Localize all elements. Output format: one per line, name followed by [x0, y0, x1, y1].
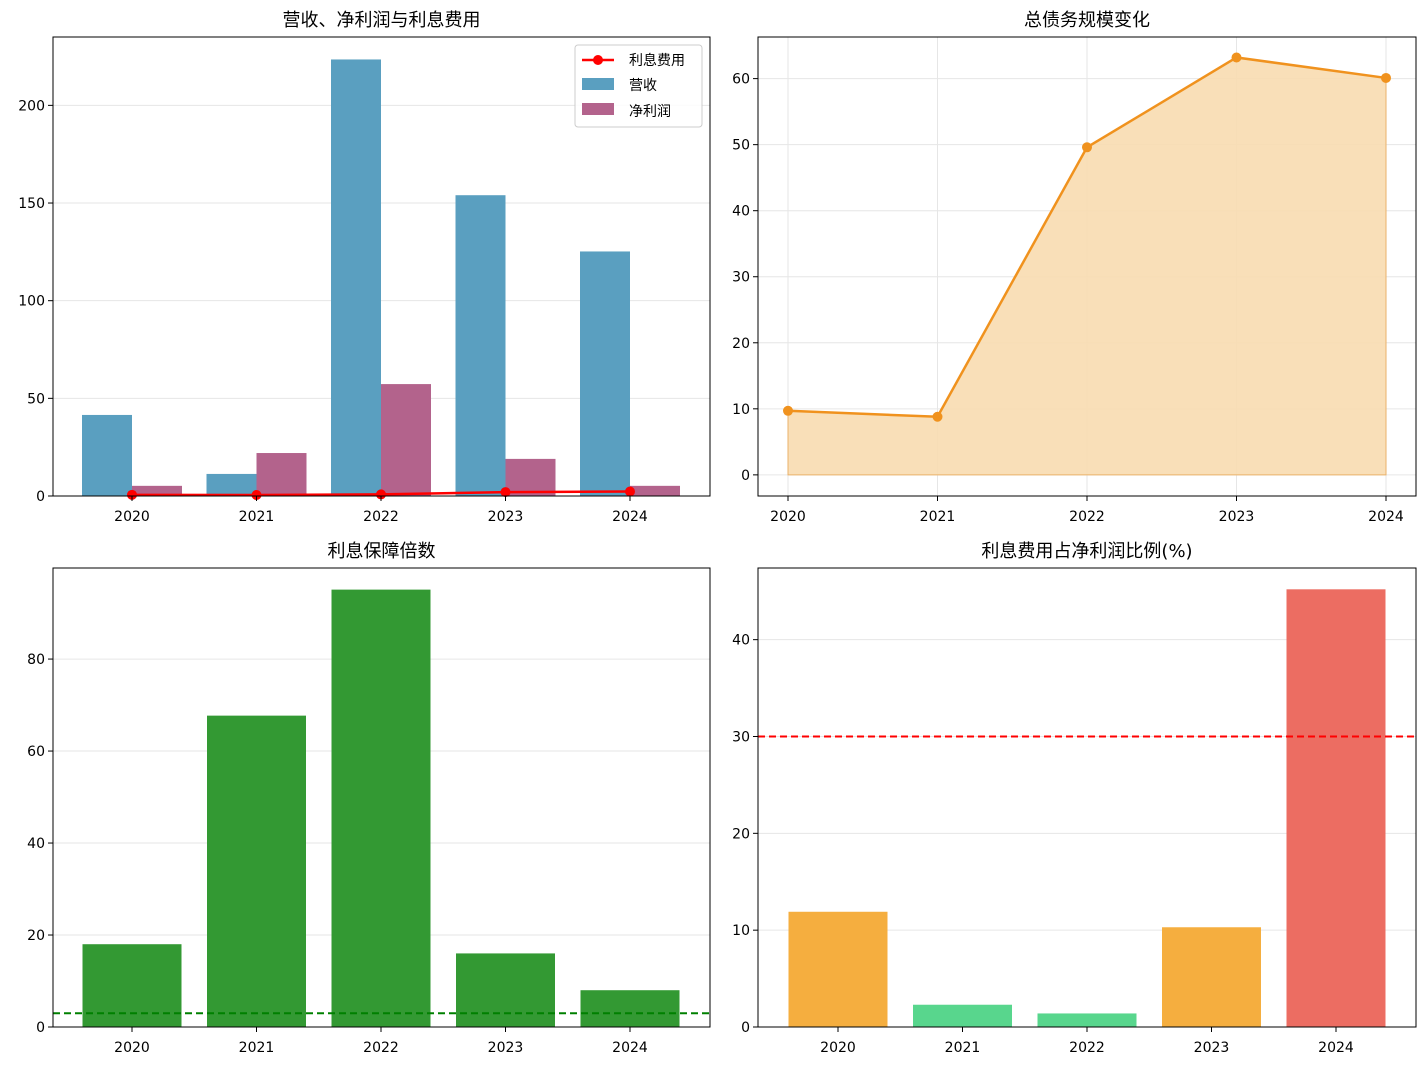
point-interest-expense — [251, 490, 262, 501]
y-tick-label: 200 — [18, 98, 45, 114]
y-tick-label: 150 — [18, 196, 45, 212]
bar-net-profit — [505, 458, 556, 496]
bar-revenue — [580, 251, 630, 496]
y-tick-label: 60 — [27, 744, 45, 760]
y-tick-label: 60 — [732, 72, 750, 88]
bar-interest-ratio — [1037, 1013, 1137, 1027]
chart-1: 0 50 100 150 200 2020 2021 2022 2023 2024 营收、净利润与利… — [18, 10, 711, 525]
bar-interest-ratio — [788, 911, 888, 1027]
x-tick-label: 2022 — [1069, 509, 1105, 525]
point-total-debt — [932, 411, 943, 422]
y-tick-label: 0 — [36, 489, 45, 505]
chart-4: 0 10 20 30 40 2020 2021 2022 2023 2024 利息费用占净利润比例(… — [732, 541, 1417, 1056]
y-tick-label: 50 — [732, 138, 750, 154]
chart-title: 利息费用占净利润比例(%) — [981, 541, 1192, 562]
bar-revenue — [331, 59, 381, 496]
x-tick-label: 2023 — [488, 509, 524, 525]
legend-swatch-net-profit — [582, 103, 614, 115]
chart-title: 利息保障倍数 — [328, 541, 436, 562]
point-interest-expense — [625, 486, 635, 497]
x-tick-label: 2024 — [1368, 509, 1404, 525]
bar-interest-coverage — [580, 990, 680, 1027]
bar-revenue — [455, 195, 506, 497]
bar-interest-coverage — [331, 589, 431, 1027]
y-tick-label: 20 — [732, 826, 750, 842]
chart-title: 总债务规模变化 — [1024, 10, 1150, 31]
bar-revenue — [82, 414, 132, 496]
chart-3: 0 20 40 60 80 2020 2021 2022 2023 2024 利息保障倍数 — [27, 541, 711, 1056]
bar-net-profit — [132, 485, 182, 496]
bar-revenue — [206, 473, 257, 496]
y-tick-label: 30 — [732, 729, 750, 745]
x-tick-label: 2020 — [770, 509, 806, 525]
x-tick-label: 2021 — [920, 509, 956, 525]
x-tick-label: 2020 — [114, 509, 150, 525]
x-tick-label: 2024 — [612, 509, 648, 525]
x-tick-label: 2024 — [1318, 1040, 1354, 1056]
point-interest-expense — [127, 489, 137, 500]
point-interest-expense — [376, 489, 386, 500]
legend-swatch-revenue — [582, 78, 614, 90]
y-tick-label: 10 — [732, 923, 750, 939]
y-tick-label: 10 — [732, 402, 750, 418]
y-tick-label: 0 — [36, 1020, 45, 1036]
legend-marker — [593, 55, 603, 65]
y-tick-label: 0 — [741, 468, 750, 484]
bar-interest-ratio — [1286, 589, 1386, 1027]
y-tick-label: 30 — [732, 270, 750, 286]
x-tick-label: 2020 — [114, 1040, 150, 1056]
chart-2: 0 10 20 30 40 50 60 2020 2021 2022 2023 2024 总债务规模变化 — [732, 10, 1417, 525]
point-total-debt — [1231, 52, 1242, 63]
point-interest-expense — [500, 487, 511, 498]
y-tick-label: 50 — [27, 391, 45, 407]
y-tick-label: 20 — [732, 336, 750, 352]
legend-label-interest: 利息费用 — [629, 52, 685, 69]
bar-interest-ratio — [913, 1004, 1012, 1027]
legend-label-net-profit: 净利润 — [629, 104, 671, 120]
x-tick-label: 2023 — [488, 1040, 524, 1056]
bar-net-profit — [256, 453, 307, 496]
y-tick-label: 40 — [27, 836, 45, 852]
bar-interest-ratio — [1162, 927, 1261, 1027]
legend-label-revenue: 营收 — [629, 78, 657, 94]
bar-net-profit — [381, 384, 431, 496]
point-total-debt — [783, 405, 793, 416]
x-tick-label: 2024 — [612, 1040, 648, 1056]
x-tick-label: 2021 — [945, 1040, 981, 1056]
point-total-debt — [1082, 142, 1092, 153]
bar-interest-coverage — [207, 715, 306, 1027]
x-tick-label: 2022 — [1069, 1040, 1105, 1056]
y-tick-label: 40 — [732, 633, 750, 649]
y-tick-label: 0 — [741, 1020, 750, 1036]
y-tick-label: 80 — [27, 652, 45, 668]
x-tick-label: 2022 — [363, 1040, 399, 1056]
x-tick-label: 2020 — [820, 1040, 856, 1056]
chart-title: 营收、净利润与利息费用 — [283, 10, 481, 31]
x-tick-label: 2021 — [239, 509, 275, 525]
x-tick-label: 2023 — [1219, 509, 1255, 525]
y-tick-label: 20 — [27, 928, 45, 944]
x-tick-label: 2022 — [363, 509, 399, 525]
bar-net-profit — [630, 485, 680, 496]
bar-interest-coverage — [82, 944, 182, 1027]
y-tick-label: 40 — [732, 204, 750, 220]
x-tick-label: 2023 — [1194, 1040, 1230, 1056]
y-tick-label: 100 — [18, 294, 45, 310]
x-tick-label: 2021 — [239, 1040, 275, 1056]
bar-interest-coverage — [456, 953, 555, 1027]
point-total-debt — [1381, 72, 1391, 83]
